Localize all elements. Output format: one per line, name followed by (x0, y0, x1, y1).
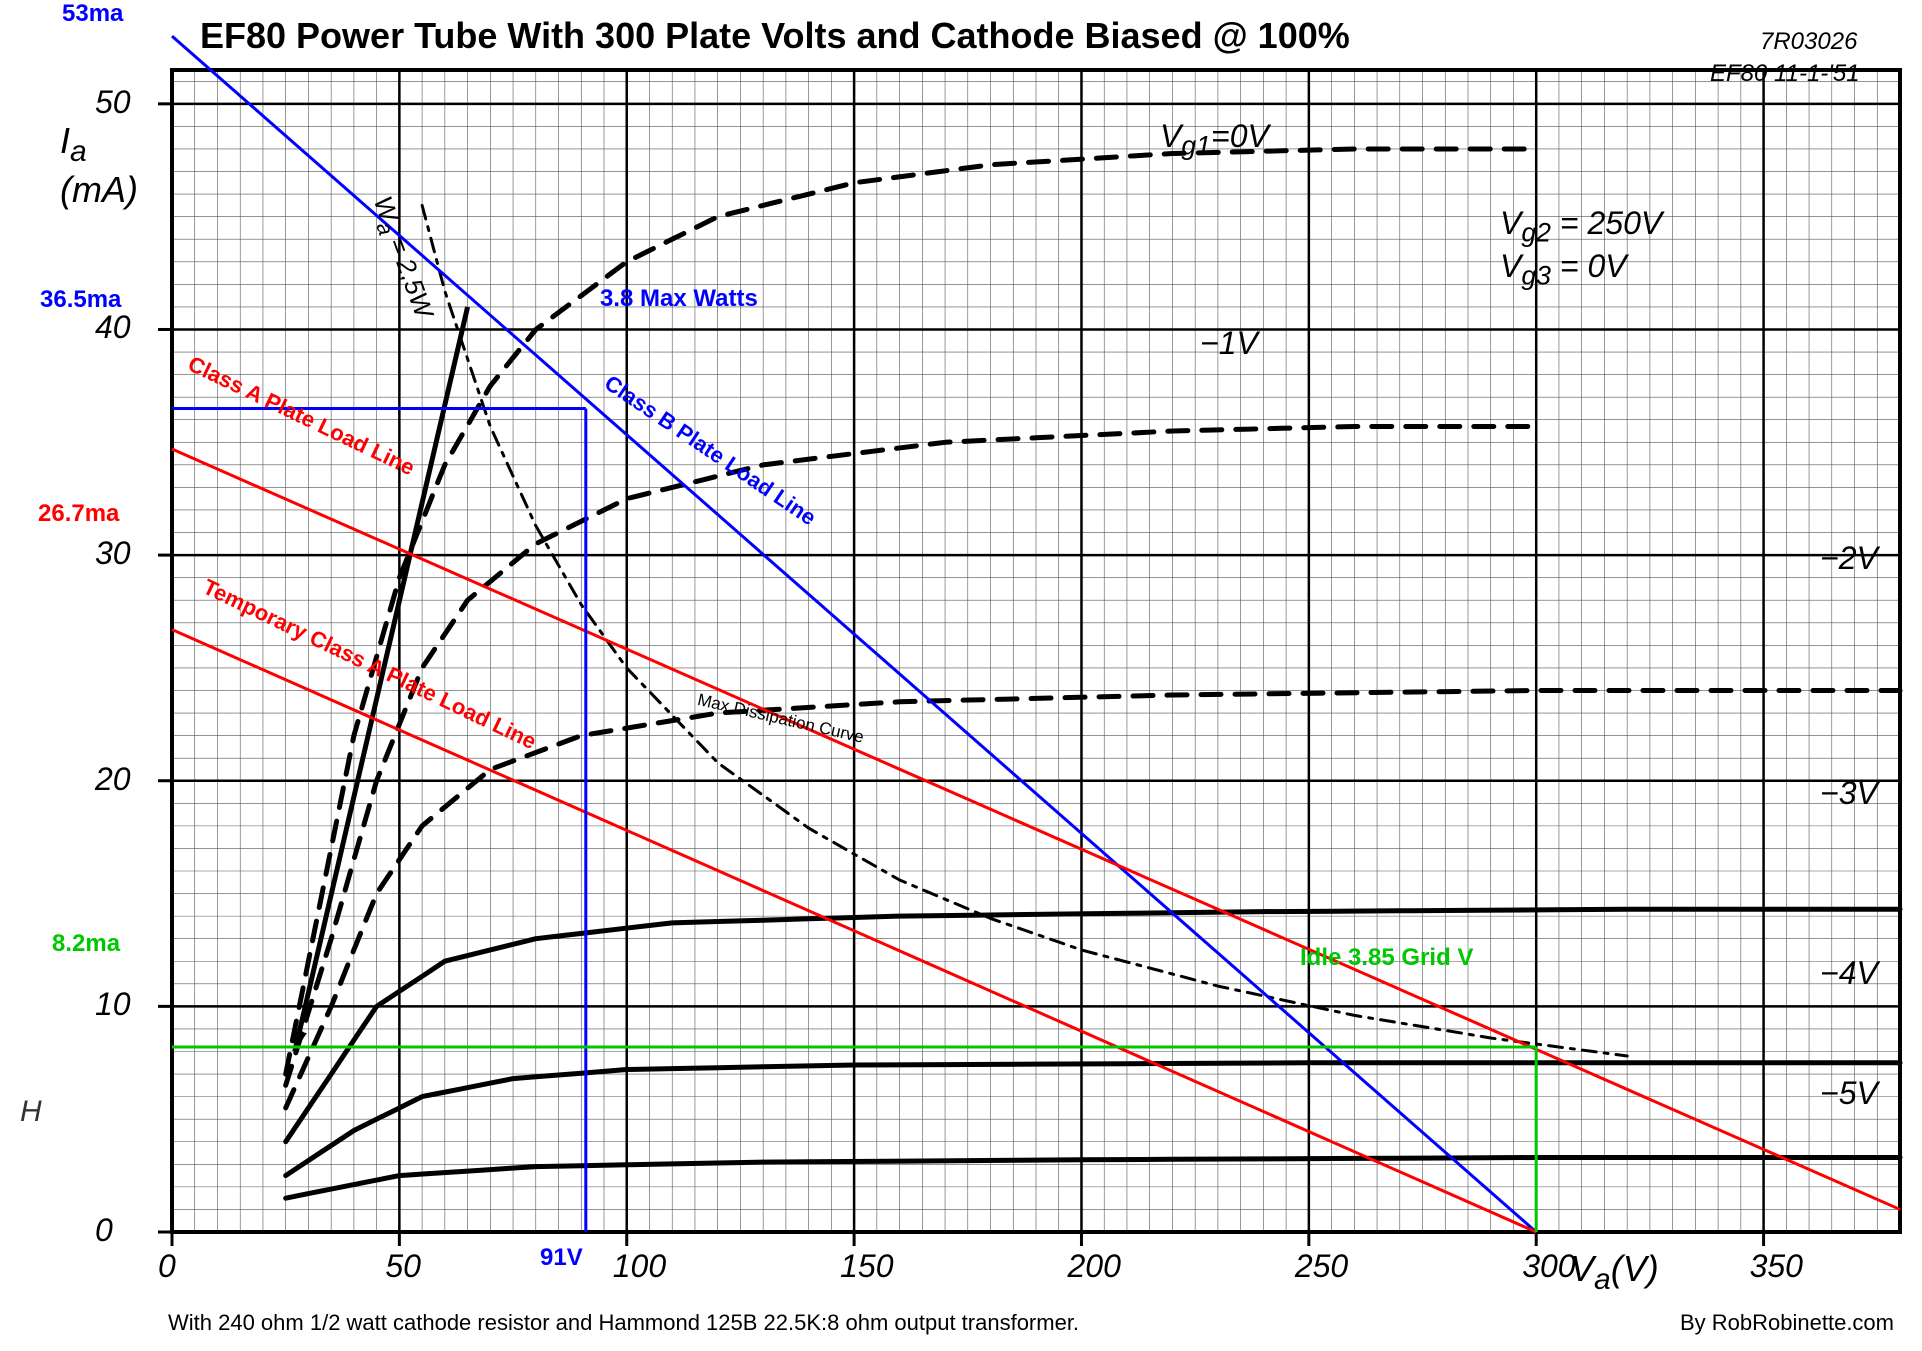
y-tick: 0 (95, 1212, 113, 1249)
credit-bottom: By RobRobinette.com (1680, 1310, 1894, 1336)
annotation: 8.2ma (52, 930, 120, 958)
x-tick: 0 (158, 1248, 176, 1285)
chart-container: EF80 Power Tube With 300 Plate Volts and… (0, 0, 1922, 1351)
annotation: 91V (540, 1244, 583, 1272)
caption: With 240 ohm 1/2 watt cathode resistor a… (168, 1310, 1079, 1336)
chart-title: EF80 Power Tube With 300 Plate Volts and… (200, 15, 1350, 57)
x-tick: 100 (613, 1248, 666, 1285)
x-tick: 300 (1522, 1248, 1575, 1285)
annotation: 26.7ma (38, 500, 119, 528)
x-tick: 250 (1295, 1248, 1348, 1285)
plot-svg (0, 0, 1922, 1351)
y-tick: 30 (95, 535, 131, 572)
datasheet-id-1: EF80 11-1-'51 (1710, 60, 1860, 88)
y-tick: 10 (95, 986, 131, 1023)
grid-curve-label: Vg1=0V (1160, 118, 1269, 161)
y-tick: 50 (95, 84, 131, 121)
x-tick: 150 (840, 1248, 893, 1285)
grid-curve-label: −4V (1820, 955, 1878, 992)
annotation: Idle 3.85 Grid V (1300, 944, 1473, 972)
annotation: 53ma (62, 0, 123, 28)
x-tick: 200 (1067, 1248, 1120, 1285)
scan-artifact: H (20, 1095, 42, 1129)
x-axis-label: Va(V) (1570, 1248, 1659, 1297)
grid-curve-label: −5V (1820, 1075, 1878, 1112)
annotation: Vg2 = 250V (1500, 205, 1662, 248)
x-tick: 350 (1750, 1248, 1803, 1285)
annotation: Vg3 = 0V (1500, 248, 1627, 291)
grid-curve-label: −3V (1820, 775, 1878, 812)
annotation: 3.8 Max Watts (600, 285, 758, 313)
datasheet-id-0: 7R03026 (1760, 28, 1857, 56)
y-axis-label: Ia(mA) (60, 120, 138, 211)
grid-curve-label: −1V (1200, 325, 1258, 362)
annotation: 36.5ma (40, 286, 121, 314)
y-tick: 20 (95, 761, 131, 798)
x-tick: 50 (385, 1248, 421, 1285)
y-tick: 40 (95, 309, 131, 346)
grid-curve-label: −2V (1820, 540, 1878, 577)
